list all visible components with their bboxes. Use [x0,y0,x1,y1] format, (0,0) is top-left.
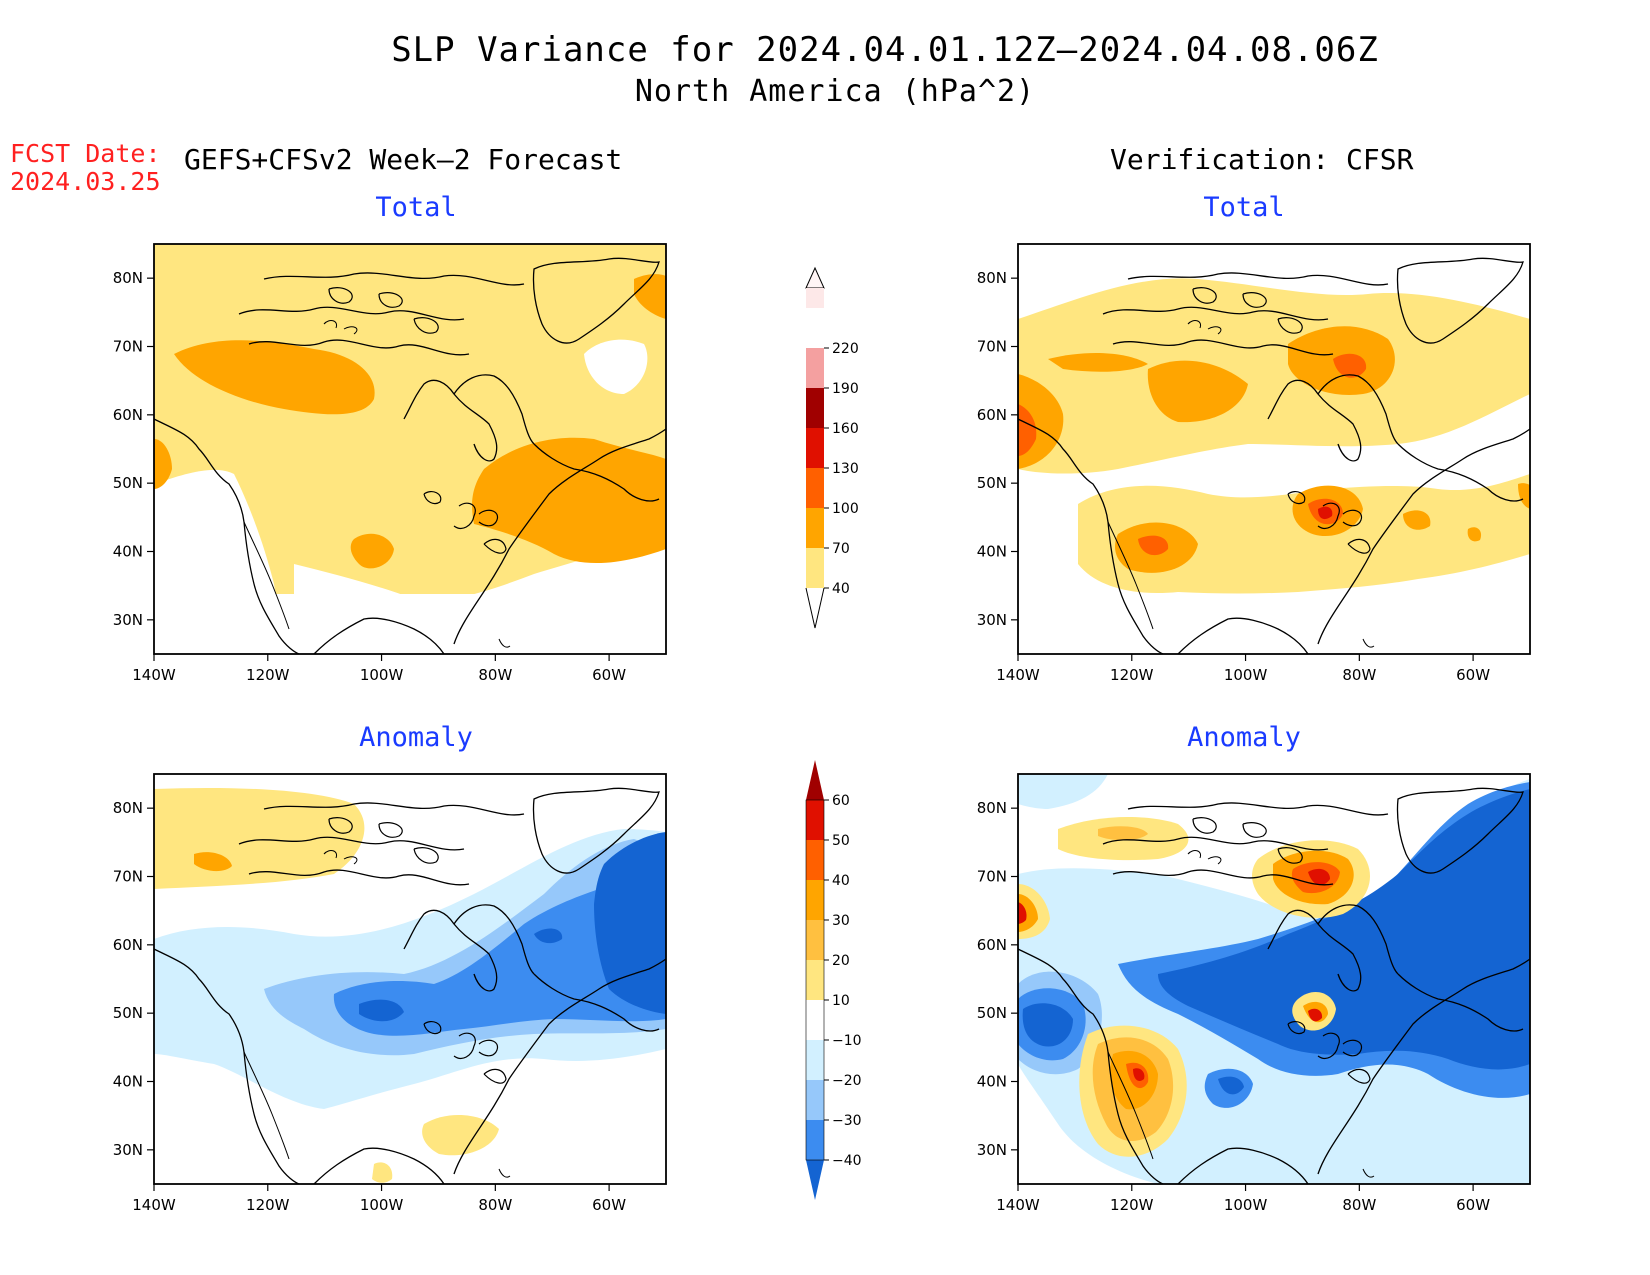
panel-forecast-anomaly [153,773,667,1185]
colorbar-lower-arrow [806,1160,824,1200]
forecast-subtitle: GEFS+CFSv2 Week–2 Forecast [184,143,623,176]
colorbar-total-label: 190 [832,381,859,397]
lat-tick-label: 30N [977,1141,1007,1159]
panel-title-verification-total: Total [1203,192,1285,223]
lat-tick-label: 70N [977,338,1007,356]
colorbar-anomaly-label: 20 [832,953,850,969]
fcst-date-value: 2024.03.25 [10,167,161,196]
colorbar-total-label: 70 [832,541,850,557]
lon-tick-label: 60W [592,1196,626,1214]
fcst-date-label: FCST Date: [10,139,161,168]
lat-tick-label: 50N [977,474,1007,492]
lat-tick-label: 80N [113,799,143,817]
lat-tick-label: 60N [977,936,1007,954]
colorbar-anomaly-label: −40 [832,1153,862,1169]
colorbar-anomaly-label: 50 [832,833,850,849]
colorbar-anomaly-label: 10 [832,993,850,1009]
lon-tick-label: 120W [1110,666,1154,684]
lon-tick-label: 60W [1456,666,1490,684]
panel-forecast-total [153,243,667,655]
colorbar-anomaly: −40 −30 −20 −10 10 20 30 40 50 60 [805,760,862,1200]
lat-tick-label: 70N [113,868,143,886]
axes-layer: 140W 120W 100W 80W 60W 80N 70N 60N 50N 40N 30N 140W… [113,269,1491,1214]
colorbar-upper-arrow [806,760,824,800]
lat-tick-label: 60N [113,406,143,424]
colorbar-swatch [806,1000,824,1040]
colorbar-total-label: 130 [832,461,859,477]
lon-tick-label: 100W [1224,666,1268,684]
colorbar-anomaly-label: 30 [832,913,850,929]
colorbar-total-label: 100 [832,501,859,517]
lat-tick-label: 80N [113,269,143,287]
lat-tick-label: 30N [113,1141,143,1159]
lon-tick-label: 140W [996,666,1040,684]
colorbar-swatch [806,800,824,840]
colorbar-swatch [806,1120,824,1160]
lon-tick-label: 100W [1224,1196,1268,1214]
colorbar-swatch [806,428,824,468]
colorbar-anomaly-label: −10 [832,1033,862,1049]
lon-tick-label: 60W [592,666,626,684]
panel-verification-anomaly [1017,773,1531,1185]
colorbar-swatch [806,840,824,880]
colorbar-swatch [806,288,824,308]
lon-tick-label: 80W [1342,1196,1376,1214]
fcst-date: FCST Date: 2024.03.25 [10,140,161,196]
lat-tick-label: 60N [113,936,143,954]
lat-tick-label: 30N [977,611,1007,629]
colorbar-anomaly-label: 60 [832,793,850,809]
lat-tick-label: 80N [977,799,1007,817]
colorbar-swatch [806,920,824,960]
lon-tick-label: 80W [1342,666,1376,684]
lat-tick-label: 70N [977,868,1007,886]
colorbar-swatch [806,880,824,920]
lon-tick-label: 60W [1456,1196,1490,1214]
panel-verification-total [1017,243,1531,655]
lat-tick-label: 40N [977,1073,1007,1091]
lon-tick-label: 120W [246,666,290,684]
lat-tick-label: 80N [977,269,1007,287]
colorbar-swatch [806,508,824,548]
colorbar-anomaly-label: −20 [832,1073,862,1089]
main-subtitle: North America (hPa^2) [634,74,1036,109]
colorbar-anomaly-label: −30 [832,1113,862,1129]
lon-tick-label: 100W [360,666,404,684]
panel-title-forecast-total: Total [375,192,457,223]
colorbar-total: 40 70 100 130 160 190 220 [805,266,859,629]
lon-tick-label: 120W [246,1196,290,1214]
colorbar-anomaly-label: 40 [832,873,850,889]
lat-tick-label: 40N [977,543,1007,561]
lat-tick-label: 40N [113,1073,143,1091]
colorbar-total-label: 160 [832,421,859,437]
lon-tick-label: 80W [478,666,512,684]
lat-tick-label: 30N [113,611,143,629]
lon-tick-label: 120W [1110,1196,1154,1214]
colorbar-total-label: 220 [832,341,859,357]
colorbar-swatch [806,388,824,428]
colorbar-swatch [806,960,824,1000]
main-title: SLP Variance for 2024.04.01.12Z–2024.04.… [391,30,1379,70]
colorbar-swatch [806,548,824,588]
colorbar-total-label: 40 [832,581,850,597]
lat-tick-label: 50N [977,1004,1007,1022]
lon-tick-label: 140W [132,666,176,684]
colorbar-swatch [806,1040,824,1080]
colorbar-swatch [806,468,824,508]
colorbar-swatch [806,1080,824,1120]
verification-subtitle: Verification: CFSR [1110,143,1414,176]
lat-tick-label: 50N [113,1004,143,1022]
lat-tick-label: 60N [977,406,1007,424]
panel-title-forecast-anomaly: Anomaly [359,722,473,753]
lat-tick-label: 70N [113,338,143,356]
lat-tick-label: 40N [113,543,143,561]
lon-tick-label: 140W [132,1196,176,1214]
colorbar-swatch [806,348,824,388]
lat-tick-label: 50N [113,474,143,492]
lon-tick-label: 140W [996,1196,1040,1214]
lon-tick-label: 100W [360,1196,404,1214]
panel-title-verification-anomaly: Anomaly [1187,722,1301,753]
lon-tick-label: 80W [478,1196,512,1214]
